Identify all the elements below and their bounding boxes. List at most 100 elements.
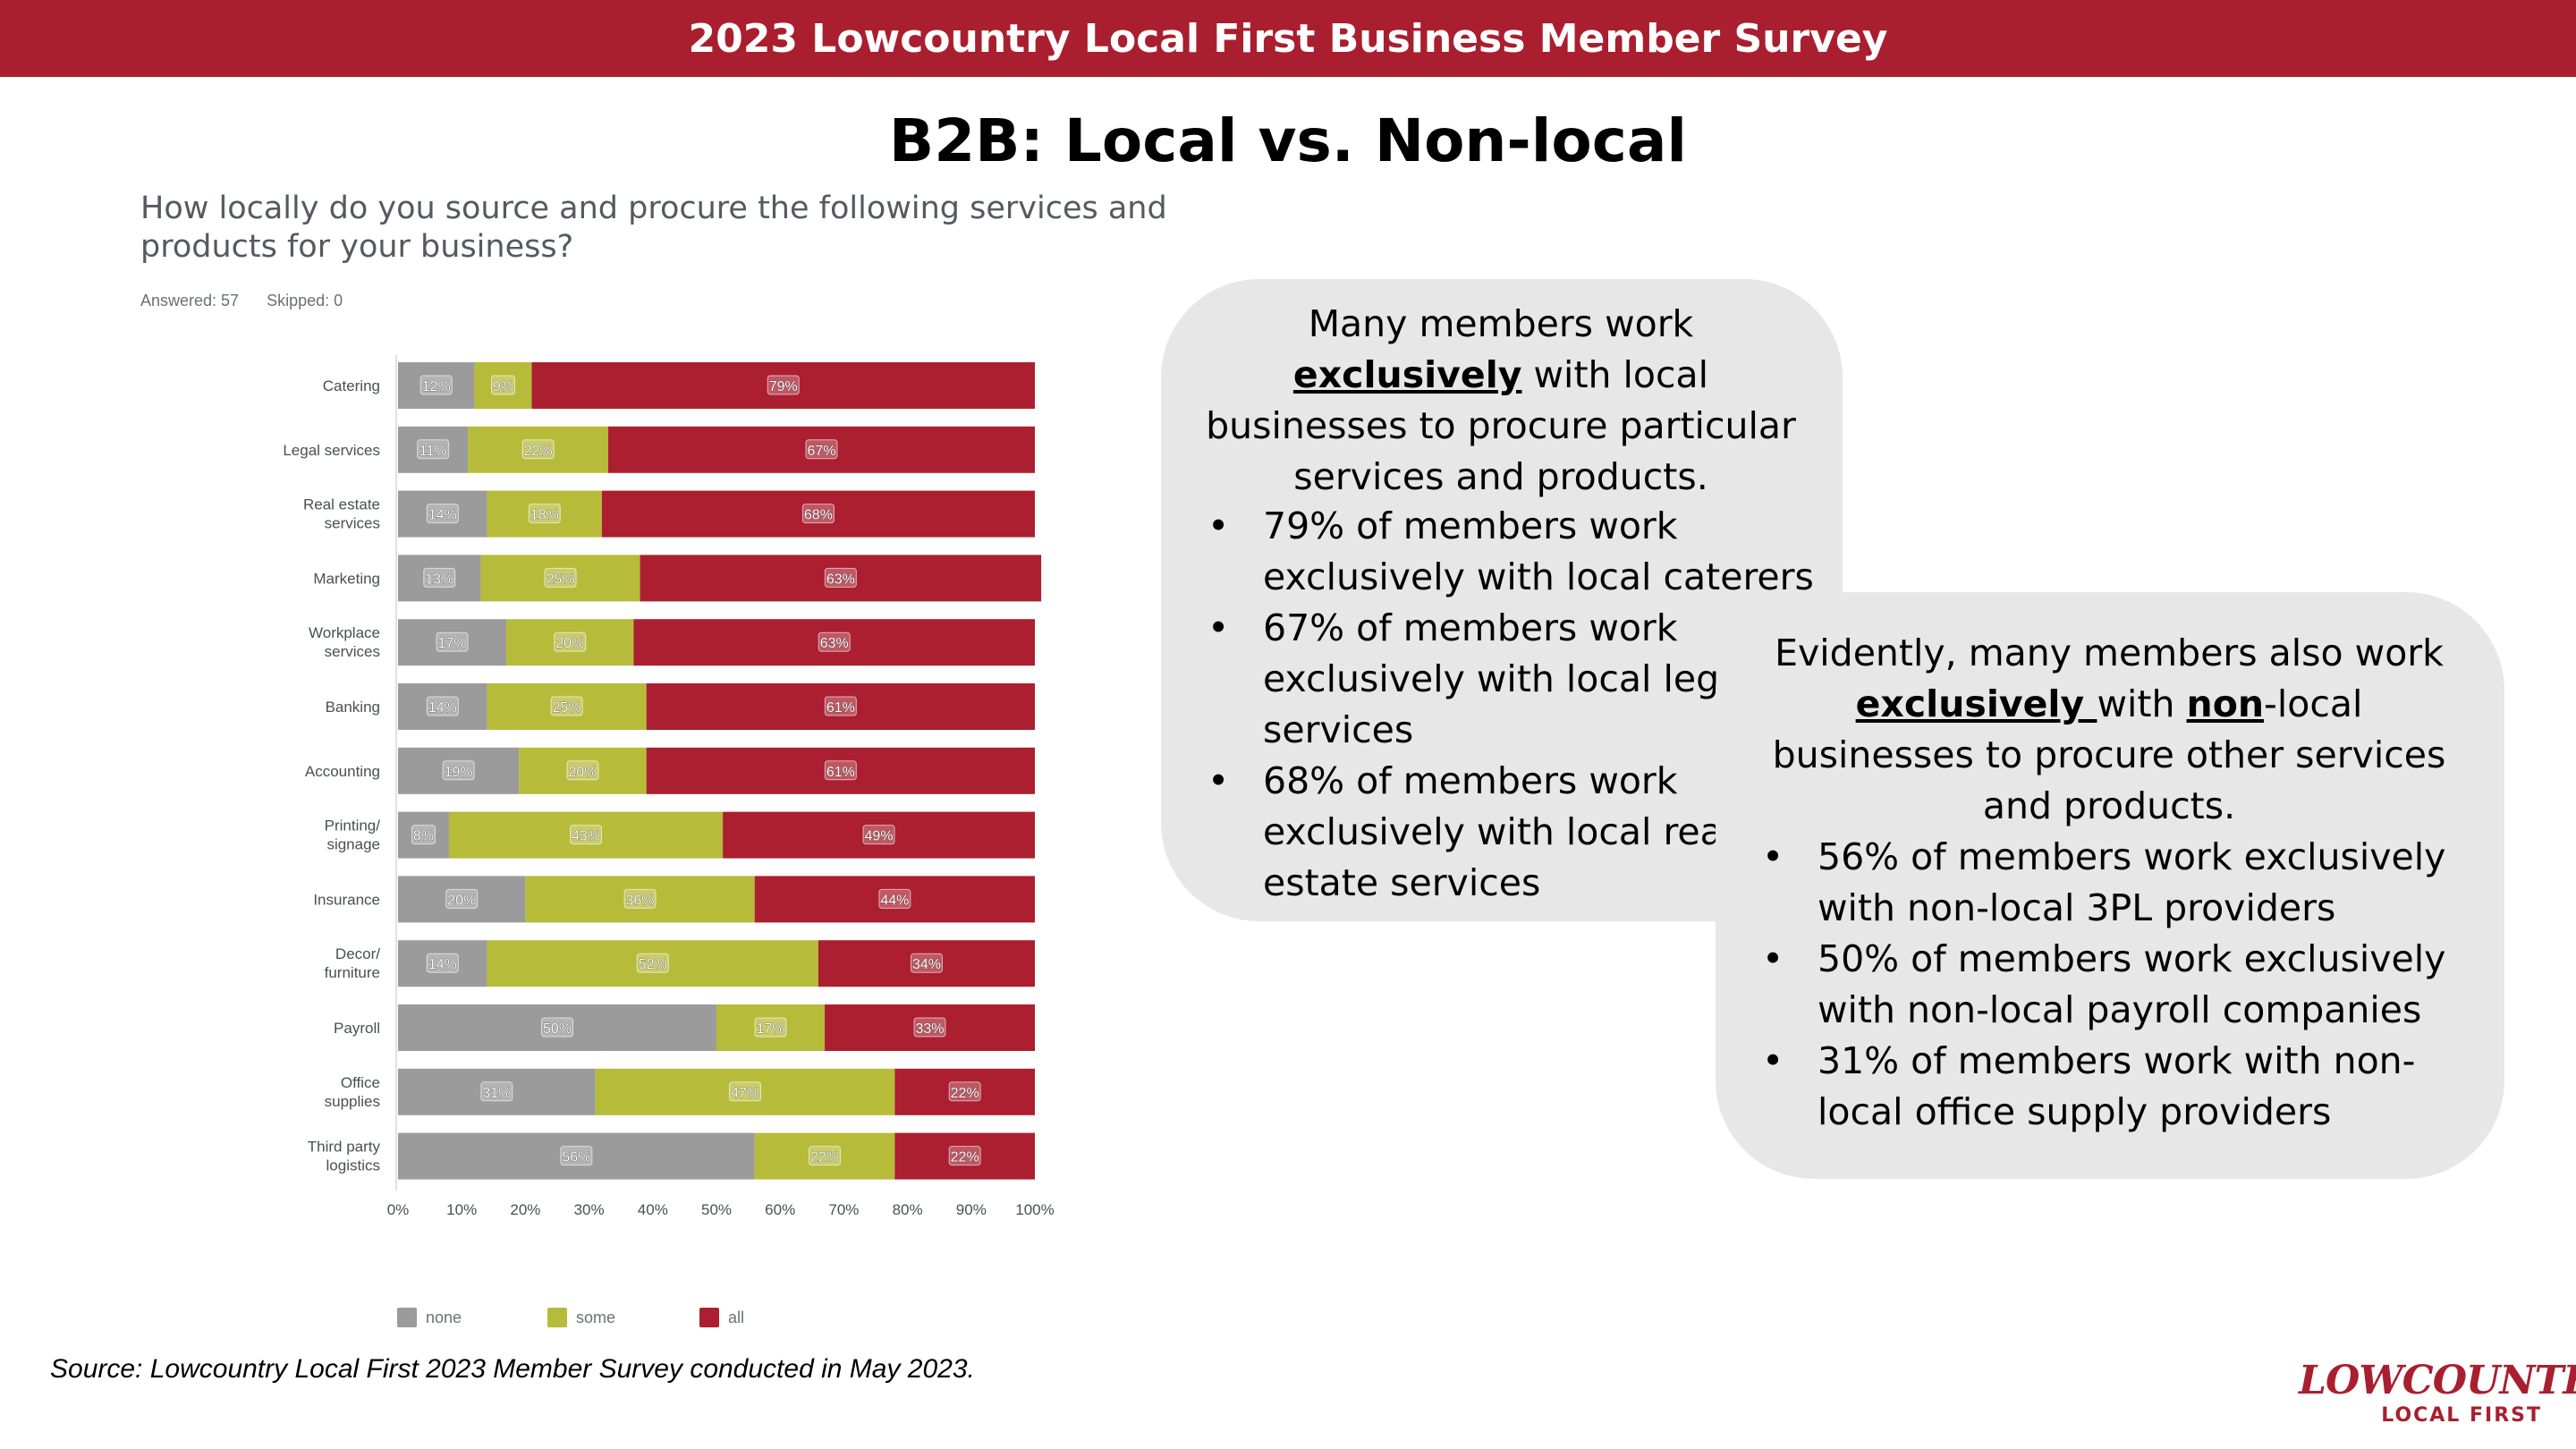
- x-tick-label: 70%: [828, 1201, 859, 1218]
- legend-swatch-all: [699, 1308, 719, 1327]
- data-label: 31%: [482, 1086, 511, 1101]
- x-tick-label: 90%: [956, 1201, 987, 1218]
- data-label: 61%: [826, 765, 855, 780]
- data-label: 17%: [438, 636, 467, 651]
- intro-text: Evidently, many members also work: [1775, 631, 2444, 674]
- bullet-item: 79% of members work exclusively with loc…: [1208, 501, 1834, 603]
- x-tick-label: 50%: [701, 1201, 732, 1218]
- data-label-box: [566, 760, 599, 781]
- data-label-box: [824, 696, 857, 716]
- bar-segment-none: [398, 362, 475, 409]
- data-label: 56%: [562, 1150, 590, 1165]
- bar-segment-none: [398, 1132, 755, 1180]
- bullet-item: 56% of members work exclusively with non…: [1762, 832, 2496, 934]
- bar-segment-some: [468, 426, 608, 473]
- bar-segment-none: [398, 619, 507, 666]
- data-label-box: [913, 1017, 946, 1038]
- local-callout-bullets: 79% of members work exclusively with loc…: [1208, 501, 1834, 909]
- bar-segment-all: [531, 362, 1035, 409]
- data-label: 14%: [428, 957, 457, 972]
- data-label-box: [801, 504, 835, 524]
- category-label: Legal services: [283, 442, 380, 459]
- logo-line2: LOCAL FIRST: [2381, 1404, 2542, 1427]
- data-label-box: [623, 888, 657, 909]
- data-label: 61%: [826, 700, 855, 716]
- legend-item-none: none: [397, 1308, 462, 1327]
- bar-segment-some: [480, 555, 640, 602]
- data-label-box: [948, 1081, 981, 1102]
- data-label-box: [528, 504, 561, 524]
- data-label-box: [426, 696, 459, 716]
- nonlocal-callout-intro: Evidently, many members also work exclus…: [1751, 628, 2467, 832]
- nonlocal-callout: Evidently, many members also work exclus…: [1716, 592, 2504, 1179]
- bar-segment-some: [506, 619, 634, 666]
- data-label: 34%: [912, 957, 941, 972]
- category-label: Insurance: [313, 891, 380, 908]
- data-label-box: [521, 439, 555, 460]
- data-label-box: [729, 1081, 762, 1102]
- category-label: Catering: [323, 377, 380, 394]
- intro-text: -local businesses to procure other servi…: [1772, 682, 2446, 827]
- bar-segment-some: [595, 1068, 895, 1115]
- bar-segment-all: [601, 490, 1035, 538]
- data-label: 8%: [413, 829, 434, 844]
- intro-text: with local businesses to procure particu…: [1206, 353, 1796, 498]
- bar-segment-all: [646, 683, 1035, 730]
- bar-segment-none: [398, 683, 487, 730]
- data-label: 22%: [951, 1086, 979, 1101]
- legend-item-some: some: [547, 1308, 615, 1327]
- data-label: 50%: [543, 1021, 572, 1037]
- data-label-box: [426, 953, 459, 973]
- data-label: 20%: [568, 765, 597, 780]
- bar-segment-none: [398, 426, 469, 473]
- data-label: 25%: [553, 700, 581, 716]
- bar-segment-none: [398, 1004, 716, 1051]
- data-label: 14%: [428, 508, 457, 523]
- data-label: 49%: [865, 829, 894, 844]
- emphasis-text: non: [2186, 682, 2265, 725]
- legend-label-none: none: [426, 1308, 462, 1326]
- data-label: 44%: [880, 893, 909, 908]
- data-label-box: [824, 760, 857, 781]
- data-label-box: [490, 375, 515, 395]
- data-label: 17%: [757, 1021, 785, 1037]
- data-label-box: [550, 696, 583, 716]
- data-label: 22%: [810, 1150, 839, 1165]
- banner-title: 2023 Lowcountry Local First Business Mem…: [688, 15, 1888, 62]
- data-label: 9%: [493, 379, 513, 394]
- category-label: Decor/furniture: [325, 945, 381, 981]
- slide-title: B2B: Local vs. Non-local: [888, 106, 1688, 175]
- bar-segment-all: [723, 811, 1035, 859]
- bar-segment-some: [487, 940, 818, 987]
- bar-segment-all: [607, 426, 1035, 473]
- stacked-bar-chart: Catering 12% 9% 79% Legal services 11% 22% 67% R…: [283, 355, 1055, 1218]
- category-label: Accounting: [305, 763, 380, 780]
- data-label: 11%: [419, 444, 447, 459]
- data-label-box: [805, 439, 838, 460]
- data-label: 43%: [572, 829, 600, 844]
- data-label-box: [560, 1146, 593, 1166]
- data-label-box: [544, 567, 577, 588]
- bar-segment-none: [398, 555, 481, 602]
- data-label: 13%: [425, 572, 453, 587]
- x-tick-label: 20%: [510, 1201, 540, 1218]
- data-label-box: [824, 567, 857, 588]
- data-label-box: [767, 375, 800, 395]
- bar-segment-some: [525, 876, 755, 923]
- legend-label-all: all: [728, 1308, 745, 1326]
- data-label: 63%: [826, 572, 855, 587]
- data-label: 25%: [547, 572, 575, 587]
- data-label-box: [445, 888, 479, 909]
- data-label: 22%: [524, 444, 553, 459]
- category-label: Workplace services: [309, 624, 380, 660]
- data-label: 12%: [422, 379, 451, 394]
- category-label: Payroll: [334, 1020, 380, 1037]
- data-label-box: [570, 825, 603, 845]
- data-label-box: [554, 631, 587, 652]
- intro-text: Many members work: [1308, 302, 1694, 345]
- data-label-box: [910, 953, 943, 973]
- header-banner: 2023 Lowcountry Local First Business Mem…: [0, 0, 2576, 77]
- bar-segment-all: [894, 1068, 1035, 1115]
- bar-segment-all: [818, 940, 1035, 987]
- x-tick-label: 0%: [387, 1201, 410, 1218]
